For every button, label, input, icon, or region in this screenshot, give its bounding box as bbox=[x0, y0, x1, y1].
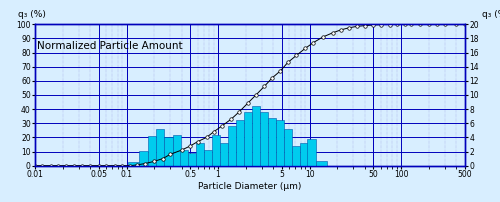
Bar bbox=[284, 129, 292, 166]
Text: q₃ (%): q₃ (%) bbox=[482, 9, 500, 19]
Bar bbox=[156, 129, 164, 166]
Bar bbox=[292, 146, 300, 166]
Bar bbox=[306, 139, 316, 166]
Bar bbox=[204, 150, 212, 166]
Bar bbox=[228, 126, 235, 166]
Bar bbox=[260, 112, 268, 166]
Bar bbox=[196, 143, 204, 166]
Bar bbox=[268, 118, 276, 166]
Bar bbox=[128, 162, 138, 166]
Bar bbox=[172, 135, 180, 166]
Bar bbox=[220, 143, 228, 166]
Bar bbox=[180, 150, 188, 166]
Bar bbox=[236, 120, 244, 166]
Bar bbox=[316, 161, 327, 166]
Bar bbox=[148, 136, 156, 166]
Bar bbox=[164, 137, 172, 166]
X-axis label: Particle Diameter (μm): Particle Diameter (μm) bbox=[198, 182, 302, 190]
Bar bbox=[276, 120, 283, 166]
Bar bbox=[252, 106, 260, 166]
Bar bbox=[139, 151, 148, 166]
Bar bbox=[188, 153, 196, 166]
Text: Normalized Particle Amount: Normalized Particle Amount bbox=[37, 41, 183, 51]
Bar bbox=[300, 143, 308, 166]
Bar bbox=[212, 135, 220, 166]
Text: q₃ (%): q₃ (%) bbox=[18, 9, 46, 19]
Bar bbox=[244, 112, 252, 166]
